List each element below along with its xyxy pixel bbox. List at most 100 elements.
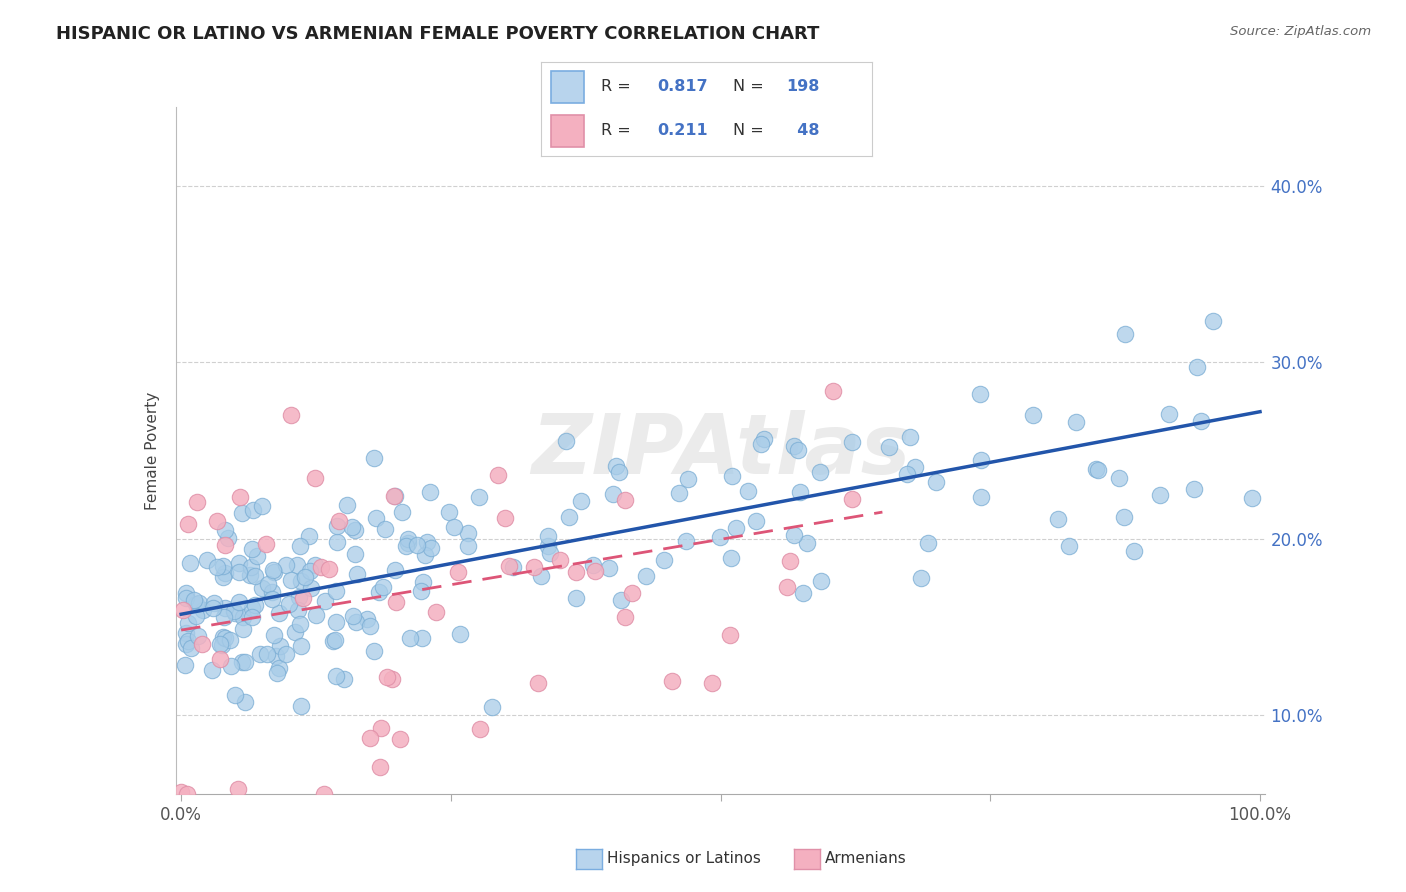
Point: [202, 596, 225, 610]
Point: [904, 459, 927, 474]
Point: [385, 595, 408, 609]
Point: [256, 647, 278, 661]
Point: [969, 386, 991, 401]
Point: [375, 670, 398, 684]
Point: [291, 591, 314, 605]
Point: [314, 787, 336, 801]
Text: ZIPAtlas: ZIPAtlas: [531, 410, 910, 491]
Point: [373, 580, 395, 594]
Point: [264, 648, 287, 663]
Point: [231, 506, 253, 520]
Point: [896, 467, 918, 481]
Point: [1114, 326, 1136, 341]
Point: [232, 622, 254, 636]
Point: [789, 485, 811, 500]
Point: [411, 584, 433, 599]
Point: [239, 560, 262, 574]
Point: [240, 542, 263, 557]
Point: [776, 580, 799, 594]
Point: [173, 657, 195, 672]
Point: [177, 517, 200, 532]
Point: [605, 458, 627, 473]
Point: [309, 560, 332, 574]
Point: [550, 553, 572, 567]
Point: [700, 675, 723, 690]
Point: [238, 567, 260, 582]
Point: [290, 574, 312, 588]
Point: [186, 494, 208, 508]
Point: [384, 563, 406, 577]
Point: [1157, 407, 1180, 421]
Point: [411, 631, 433, 645]
Point: [395, 539, 418, 553]
Point: [232, 610, 254, 624]
Point: [1022, 408, 1045, 422]
Point: [779, 554, 801, 568]
Text: R =: R =: [600, 79, 636, 95]
Point: [1084, 462, 1107, 476]
Point: [808, 465, 831, 479]
Point: [1087, 463, 1109, 477]
Point: [792, 586, 814, 600]
Point: [263, 627, 285, 641]
Bar: [551, 70, 585, 103]
Point: [569, 494, 592, 508]
Point: [602, 487, 624, 501]
Point: [583, 565, 606, 579]
Point: [191, 637, 214, 651]
Point: [724, 521, 747, 535]
Point: [340, 519, 363, 533]
Point: [180, 640, 202, 655]
Point: [413, 549, 436, 563]
Point: [240, 601, 263, 615]
Point: [494, 511, 516, 525]
Point: [201, 601, 224, 615]
Point: [388, 732, 411, 747]
Point: [280, 409, 302, 423]
Point: [290, 617, 312, 632]
Point: [537, 529, 560, 543]
Point: [363, 450, 385, 465]
Point: [326, 519, 349, 533]
Point: [205, 514, 228, 528]
Point: [176, 787, 198, 801]
Point: [359, 731, 381, 746]
Point: [527, 675, 550, 690]
Point: [174, 626, 197, 640]
Point: [498, 558, 520, 573]
Point: [537, 540, 560, 554]
Point: [184, 608, 207, 623]
Point: [370, 721, 392, 735]
Point: [252, 581, 274, 595]
Point: [233, 695, 256, 709]
Point: [1241, 491, 1264, 505]
Point: [288, 540, 311, 554]
Point: [314, 594, 336, 608]
Point: [970, 490, 993, 504]
Point: [457, 539, 479, 553]
Point: [1149, 488, 1171, 502]
Point: [242, 503, 264, 517]
Point: [318, 562, 340, 576]
Point: [299, 581, 322, 595]
Text: 0.211: 0.211: [657, 123, 707, 138]
Point: [260, 591, 283, 606]
Point: [322, 634, 344, 648]
Point: [280, 573, 302, 587]
Point: [381, 672, 404, 686]
Point: [277, 597, 299, 611]
Point: [558, 510, 581, 524]
Point: [254, 536, 277, 550]
Point: [266, 666, 288, 681]
Point: [211, 631, 233, 645]
Point: [184, 597, 207, 611]
Point: [285, 558, 308, 572]
Point: [176, 591, 198, 605]
Point: [212, 610, 235, 624]
Point: [486, 467, 509, 482]
Point: [333, 673, 356, 687]
Point: [468, 491, 491, 505]
Point: [917, 536, 939, 550]
Point: [298, 529, 321, 543]
Point: [443, 520, 465, 534]
